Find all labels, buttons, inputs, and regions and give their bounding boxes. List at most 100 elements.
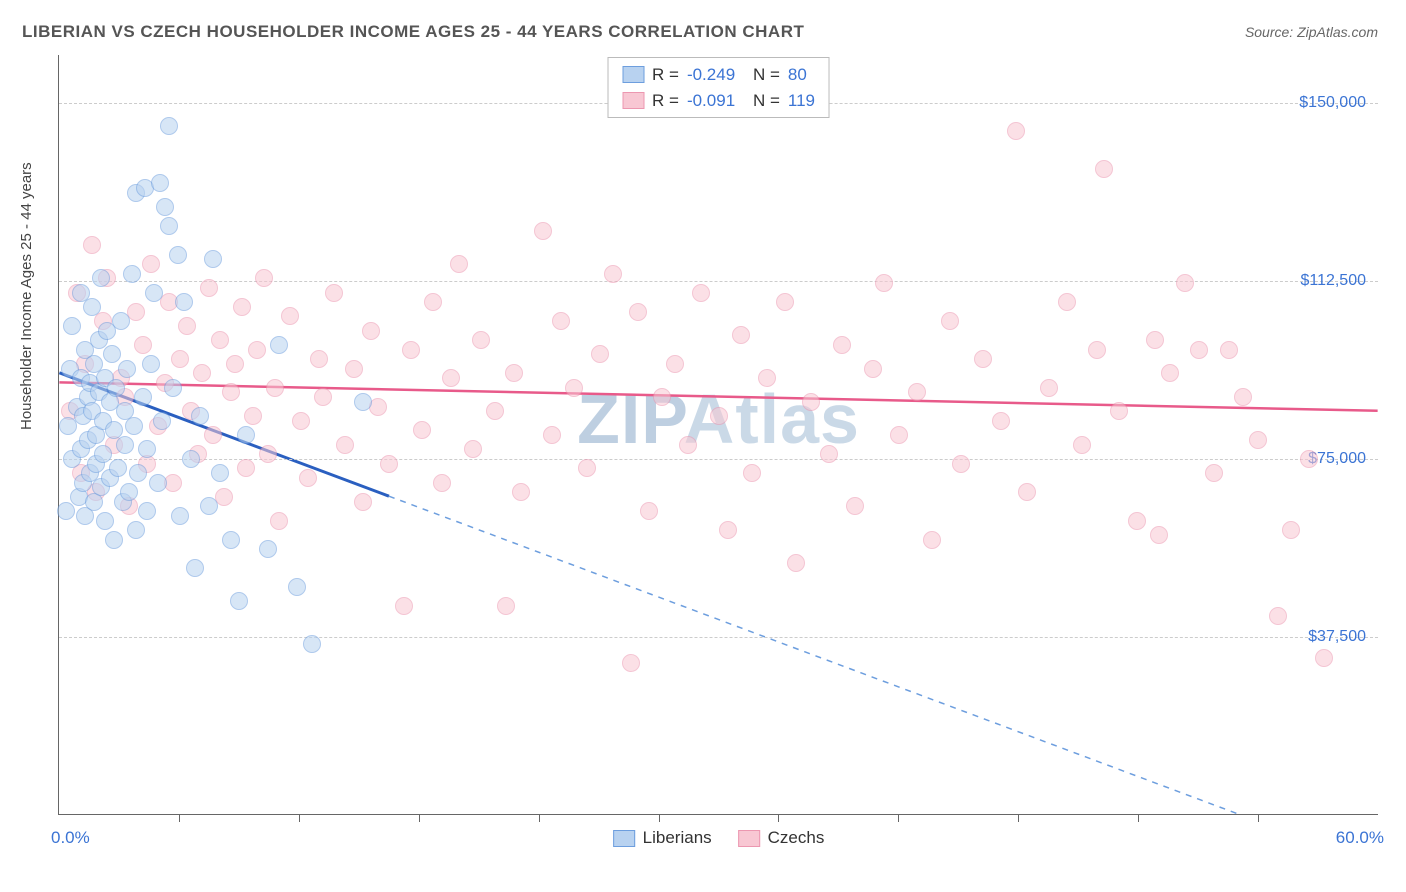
data-point <box>450 255 468 273</box>
data-point <box>802 393 820 411</box>
data-point <box>692 284 710 302</box>
data-point <box>138 440 156 458</box>
data-point <box>1150 526 1168 544</box>
data-point <box>992 412 1010 430</box>
data-point <box>402 341 420 359</box>
data-point <box>222 383 240 401</box>
data-point <box>204 250 222 268</box>
series-legend: Liberians Czechs <box>613 828 825 848</box>
data-point <box>178 317 196 335</box>
data-point <box>237 459 255 477</box>
data-point <box>1300 450 1318 468</box>
data-point <box>83 298 101 316</box>
data-point <box>182 450 200 468</box>
data-point <box>362 322 380 340</box>
chart-plot-area: ZIPAtlas R = -0.249 N = 80 R = -0.091 N … <box>58 55 1378 815</box>
data-point <box>1190 341 1208 359</box>
data-point <box>591 345 609 363</box>
x-tick <box>659 814 660 822</box>
data-point <box>336 436 354 454</box>
correlation-legend: R = -0.249 N = 80 R = -0.091 N = 119 <box>607 57 830 118</box>
data-point <box>57 502 75 520</box>
data-point <box>83 236 101 254</box>
data-point <box>116 436 134 454</box>
gridline <box>59 459 1378 460</box>
data-point <box>186 559 204 577</box>
data-point <box>604 265 622 283</box>
data-point <box>1176 274 1194 292</box>
data-point <box>952 455 970 473</box>
data-point <box>1315 649 1333 667</box>
y-tick-label: $112,500 <box>1300 272 1366 290</box>
data-point <box>1073 436 1091 454</box>
data-point <box>266 379 284 397</box>
data-point <box>890 426 908 444</box>
data-point <box>424 293 442 311</box>
data-point <box>107 379 125 397</box>
n-label: N = <box>753 62 780 88</box>
data-point <box>679 436 697 454</box>
data-point <box>1088 341 1106 359</box>
data-point <box>1018 483 1036 501</box>
data-point <box>1146 331 1164 349</box>
data-point <box>109 459 127 477</box>
x-tick <box>179 814 180 822</box>
data-point <box>640 502 658 520</box>
data-point <box>345 360 363 378</box>
swatch-czechs <box>738 830 760 847</box>
chart-title: LIBERIAN VS CZECH HOUSEHOLDER INCOME AGE… <box>22 22 804 42</box>
data-point <box>472 331 490 349</box>
data-point <box>433 474 451 492</box>
data-point <box>395 597 413 615</box>
n-value-czechs: 119 <box>788 88 815 114</box>
data-point <box>125 417 143 435</box>
data-point <box>175 293 193 311</box>
data-point <box>1220 341 1238 359</box>
data-point <box>974 350 992 368</box>
data-point <box>129 464 147 482</box>
data-point <box>1058 293 1076 311</box>
series-legend-czechs: Czechs <box>738 828 825 848</box>
data-point <box>230 592 248 610</box>
source-label: Source: ZipAtlas.com <box>1245 24 1378 40</box>
data-point <box>732 326 750 344</box>
x-tick <box>898 814 899 822</box>
swatch-liberians <box>613 830 635 847</box>
data-point <box>149 474 167 492</box>
data-point <box>193 364 211 382</box>
r-label: R = <box>652 88 679 114</box>
data-point <box>211 331 229 349</box>
data-point <box>923 531 941 549</box>
data-point <box>534 222 552 240</box>
data-point <box>127 303 145 321</box>
data-point <box>776 293 794 311</box>
data-point <box>629 303 647 321</box>
data-point <box>103 345 121 363</box>
data-point <box>941 312 959 330</box>
r-value-liberians: -0.249 <box>687 62 745 88</box>
correlation-legend-row-liberians: R = -0.249 N = 80 <box>622 62 815 88</box>
data-point <box>864 360 882 378</box>
data-point <box>413 421 431 439</box>
data-point <box>138 502 156 520</box>
data-point <box>292 412 310 430</box>
data-point <box>160 117 178 135</box>
data-point <box>215 488 233 506</box>
data-point <box>565 379 583 397</box>
data-point <box>156 198 174 216</box>
data-point <box>325 284 343 302</box>
data-point <box>248 341 266 359</box>
x-tick <box>1138 814 1139 822</box>
x-tick <box>778 814 779 822</box>
data-point <box>719 521 737 539</box>
series-name-liberians: Liberians <box>643 828 712 848</box>
data-point <box>237 426 255 444</box>
data-point <box>259 445 277 463</box>
data-point <box>259 540 277 558</box>
data-point <box>820 445 838 463</box>
data-point <box>164 379 182 397</box>
data-point <box>105 531 123 549</box>
x-axis-max-label: 60.0% <box>1336 828 1384 848</box>
trend-lines-layer <box>59 55 1378 814</box>
n-value-liberians: 80 <box>788 62 807 88</box>
